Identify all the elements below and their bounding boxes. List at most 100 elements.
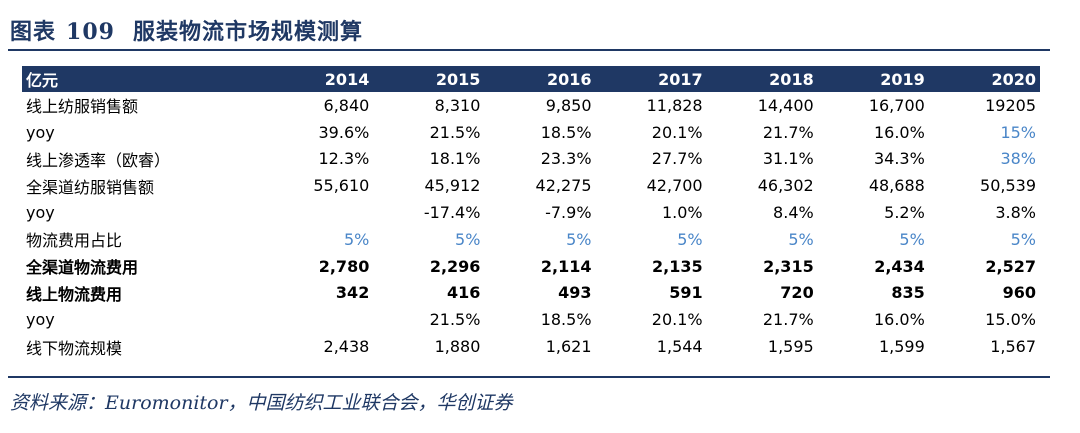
row-label: 线上纺服销售额 (26, 97, 139, 117)
cell-value: 3.8% (995, 203, 1036, 223)
cell-value: -7.9% (545, 203, 592, 223)
cell-value: 18.5% (540, 122, 592, 142)
table-row: yoy -17.4% -7.9% 1.0% 8.4% 5.2% 3.8% (22, 199, 1040, 226)
cell-value: -17.4% (423, 203, 481, 223)
cell-value: 38% (1000, 149, 1036, 169)
cell-value: 20.1% (651, 310, 703, 330)
cell-value: 55,610 (313, 176, 370, 196)
header-year: 2018 (706, 66, 818, 92)
row-label: 线下物流规模 (26, 338, 123, 358)
cell-value: 1,595 (767, 337, 814, 357)
cell-value: 34.3% (873, 149, 925, 169)
cell-value: 8,310 (434, 95, 481, 115)
cell-value: 27.7% (651, 149, 703, 169)
cell-value: 21.7% (762, 122, 814, 142)
row-label: yoy (26, 203, 55, 223)
table-row: yoy 21.5% 18.5% 20.1% 21.7% 16.0% 15.0% (22, 306, 1040, 333)
header-unit: 亿元 (22, 66, 263, 92)
cell-value: 9,850 (545, 95, 592, 115)
cell-value: 2,296 (429, 256, 481, 276)
cell-value: 50,539 (980, 176, 1036, 196)
cell-value: 2,527 (985, 256, 1036, 276)
table-row: 物流费用占比 5% 5% 5% 5% 5% 5% 5% (22, 226, 1040, 253)
cell-value: 48,688 (868, 176, 925, 196)
cell-value: 11,828 (646, 95, 703, 115)
row-label: 物流费用占比 (26, 231, 123, 251)
cell-value: 19205 (985, 95, 1036, 115)
cell-value: 12.3% (318, 149, 370, 169)
cell-value: 21.5% (429, 310, 481, 330)
cell-value: 46,302 (757, 176, 814, 196)
table-row: yoy 39.6% 21.5% 18.5% 20.1% 21.7% 16.0% 15% (22, 119, 1040, 146)
cell-value: 5% (1010, 229, 1036, 249)
figure-number: 109 (66, 19, 115, 45)
table-row: 线上纺服销售额 6,840 8,310 9,850 11,828 14,400 16,700… (22, 92, 1040, 119)
table-row: 线上渗透率（欧睿） 12.3% 18.1% 23.3% 27.7% 31.1% 34.3% 3… (22, 146, 1040, 173)
cell-value: 2,135 (652, 256, 703, 276)
cell-value: 6,840 (323, 95, 370, 115)
cell-value: 39.6% (318, 122, 370, 142)
cell-value: 5.2% (884, 203, 925, 223)
cell-value: 5% (343, 229, 370, 249)
table-row: 全渠道纺服销售额 55,610 45,912 42,275 42,700 46,302 48… (22, 172, 1040, 199)
cell-value: 18.1% (429, 149, 481, 169)
cell-value: 16,700 (868, 95, 925, 115)
cell-value: 16.0% (873, 122, 925, 142)
cell-value: 5% (899, 229, 925, 249)
row-label: 全渠道纺服销售额 (26, 177, 155, 197)
cell-value: 2,114 (540, 256, 592, 276)
header-year: 2017 (595, 66, 707, 92)
cell-value: 45,912 (424, 176, 481, 196)
figure-title: 图表 109 服装物流市场规模测算 (10, 14, 363, 46)
cell-value: 5% (677, 229, 703, 249)
cell-value: 493 (558, 283, 592, 303)
cell-value: 14,400 (757, 95, 814, 115)
cell-value: 1,880 (434, 337, 481, 357)
cell-value: 42,700 (646, 176, 703, 196)
cell-value: 1.0% (661, 203, 703, 223)
row-label: 线上渗透率（欧睿） (26, 150, 171, 170)
figure-title-text: 服装物流市场规模测算 (132, 19, 363, 45)
cell-value: 21.7% (762, 310, 814, 330)
cell-value: 15% (1000, 122, 1036, 142)
cell-value: 2,434 (874, 256, 925, 276)
cell-value: 20.1% (651, 122, 703, 142)
cell-value: 2,780 (318, 256, 370, 276)
cell-value: 18.5% (540, 310, 592, 330)
cell-value: 416 (447, 283, 481, 303)
cell-value: 31.1% (762, 149, 814, 169)
row-label: 全渠道物流费用 (26, 258, 139, 278)
cell-value: 5% (566, 229, 592, 249)
table-row: 线下物流规模 2,438 1,880 1,621 1,544 1,595 1,599 1,56… (22, 333, 1040, 360)
cell-value: 21.5% (429, 122, 481, 142)
cell-value: 16.0% (873, 310, 925, 330)
top-divider (8, 49, 1050, 51)
figure-prefix: 图表 (10, 19, 57, 45)
row-label: 线上物流费用 (26, 284, 123, 304)
cell-value: 23.3% (540, 149, 592, 169)
cell-value: 591 (669, 283, 703, 303)
cell-value: 5% (788, 229, 814, 249)
cell-value: 42,275 (535, 176, 592, 196)
header-year: 2016 (484, 66, 596, 92)
cell-value: 1,544 (656, 337, 703, 357)
cell-value: 5% (455, 229, 481, 249)
table-row: 线上物流费用 342 416 493 591 720 835 960 (22, 280, 1040, 307)
header-year: 2020 (928, 66, 1040, 92)
cell-value (262, 199, 373, 226)
cell-value: 960 (1002, 283, 1036, 303)
cell-value: 1,567 (990, 337, 1036, 357)
header-row: 亿元 2014 2015 2016 2017 2018 2019 2020 (22, 66, 1040, 92)
cell-value: 2,315 (763, 256, 814, 276)
cell-value: 1,621 (545, 337, 592, 357)
header-year: 2019 (817, 66, 929, 92)
cell-value: 8.4% (773, 203, 814, 223)
data-table: 亿元 2014 2015 2016 2017 2018 2019 2020 线上… (22, 66, 1040, 360)
cell-value: 720 (780, 283, 814, 303)
cell-value: 1,599 (878, 337, 925, 357)
header-year: 2014 (262, 66, 374, 92)
table-row: 全渠道物流费用 2,780 2,296 2,114 2,135 2,315 2,434 2,5… (22, 253, 1040, 280)
cell-value: 835 (891, 283, 925, 303)
table-body: 线上纺服销售额 6,840 8,310 9,850 11,828 14,400 16,700… (22, 92, 1040, 360)
row-label: yoy (26, 122, 55, 142)
